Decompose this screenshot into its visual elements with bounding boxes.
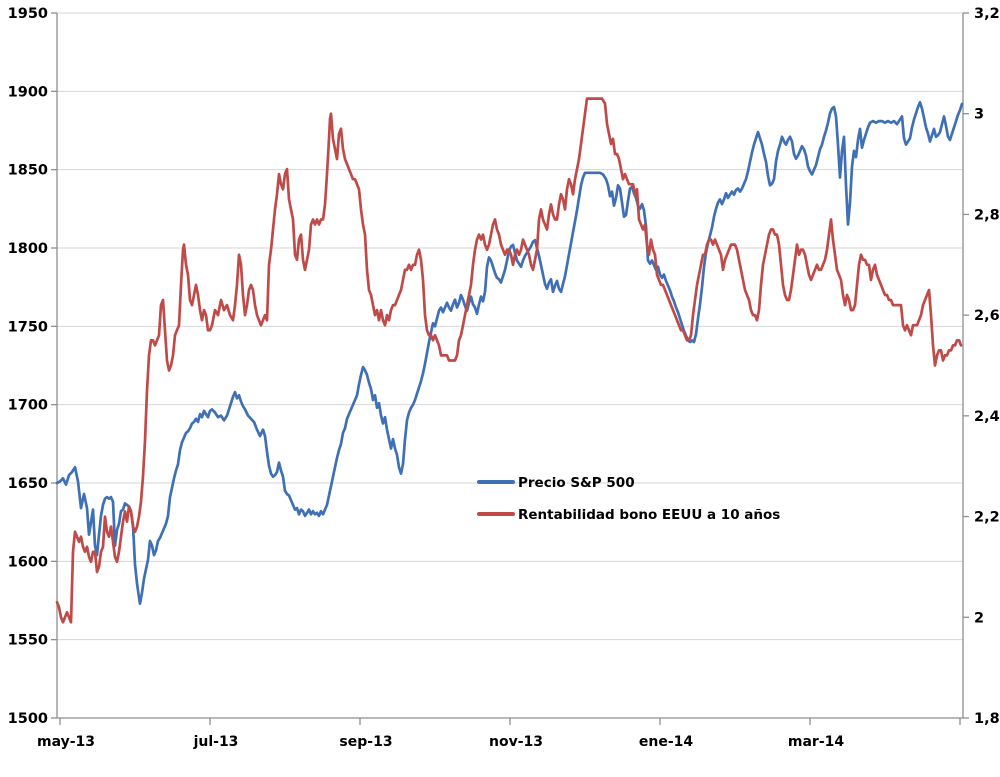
legend-label: Rentabilidad bono EEUU a 10 años: [518, 507, 780, 523]
left-axis-label: 1950: [8, 6, 48, 22]
x-axis-label: may-13: [37, 734, 95, 750]
right-axis-label: 3,2: [974, 6, 1000, 22]
legend-label: Precio S&P 500: [518, 475, 635, 491]
left-axis-label: 1800: [8, 241, 48, 257]
right-axis-label: 2,6: [974, 308, 1000, 324]
left-axis-label: 1900: [8, 84, 48, 100]
left-axis-label: 1600: [8, 554, 48, 570]
left-axis-label: 1650: [8, 476, 48, 492]
x-axis-label: nov-13: [489, 734, 543, 750]
x-axis-label: sep-13: [339, 734, 392, 750]
series-line-bond-yield: [55, 97, 963, 624]
x-axis-label: ene-14: [639, 734, 694, 750]
left-axis-label: 1700: [8, 398, 48, 414]
left-axis-label: 1500: [8, 711, 48, 727]
right-axis-label: 2,2: [974, 510, 1000, 526]
x-axis-label: jul-13: [193, 734, 239, 750]
right-axis-label: 1,8: [974, 711, 1000, 727]
right-axis-label: 2,8: [974, 207, 1000, 223]
left-axis-label: 1550: [8, 633, 48, 649]
left-axis-label: 1850: [8, 163, 48, 179]
series-line-sp500: [55, 100, 964, 605]
right-axis-label: 3: [974, 107, 984, 123]
left-axis-label: 1750: [8, 319, 48, 335]
right-axis-label: 2,4: [974, 409, 1000, 425]
x-axis-label: mar-14: [788, 734, 844, 750]
right-axis-label: 2: [974, 610, 984, 626]
